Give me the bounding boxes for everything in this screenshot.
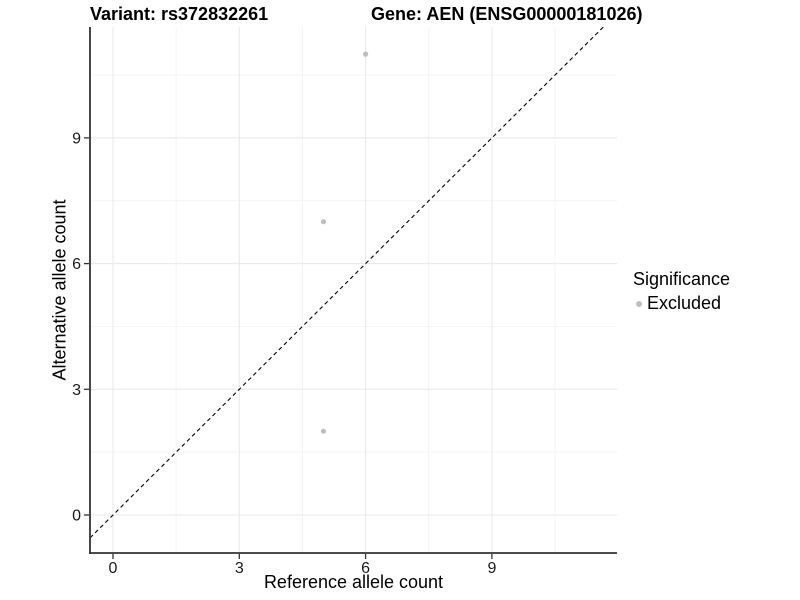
legend-item: Excluded [633,293,730,314]
legend: Significance Excluded [633,269,730,314]
legend-item-label: Excluded [647,293,722,313]
axis-ticks: 0 3 6 9 0 3 6 9 [72,130,496,577]
y-tick-label: 0 [72,508,81,525]
grid-major [90,27,617,553]
plot-title-gene: Gene: AEN (ENSG00000181026) [371,4,643,24]
x-tick-label: 9 [487,560,496,577]
y-axis-title: Alternative allele count [49,199,70,381]
x-tick-label: 6 [361,560,370,577]
y-tick-label: 6 [72,256,81,273]
y-tick-label: 3 [72,382,81,399]
x-axis-title: Reference allele count [263,572,444,592]
data-point [363,51,369,57]
axis-lines [89,27,617,554]
legend-point-icon [636,300,642,307]
identity-line [90,27,605,539]
x-tick-label: 0 [109,560,118,577]
plot-title-variant: Variant: rs372832261 [90,4,269,24]
grid-minor [90,27,617,553]
x-tick-label: 3 [235,560,244,577]
legend-title: Significance [633,269,731,289]
y-tick-label: 9 [72,130,81,147]
data-point [320,219,327,225]
data-point [320,428,327,434]
data-points [320,51,369,434]
